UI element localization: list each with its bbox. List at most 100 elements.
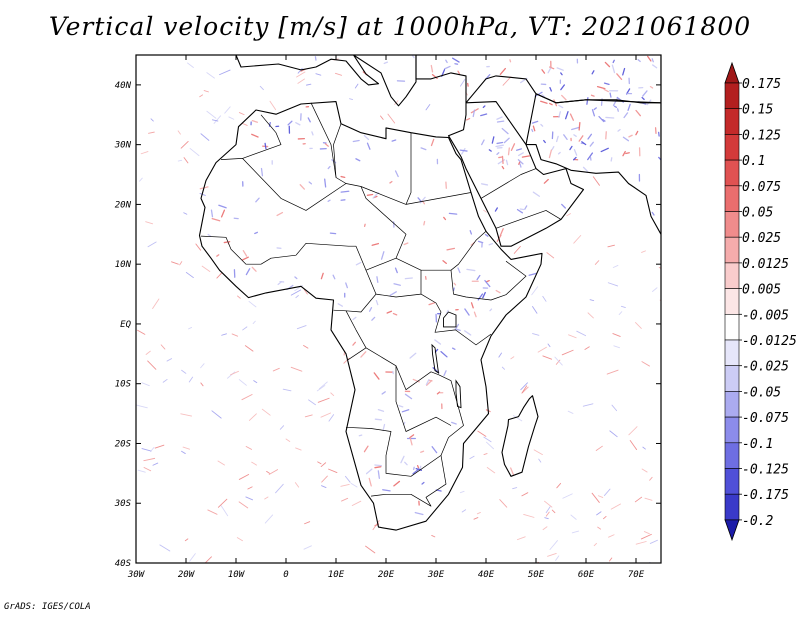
velocity-streak (486, 467, 496, 474)
velocity-streak (360, 351, 367, 358)
velocity-streak (578, 135, 584, 142)
velocity-streak (609, 557, 613, 562)
velocity-streak (261, 408, 271, 416)
velocity-streak (635, 130, 639, 136)
velocity-streak (446, 309, 449, 314)
colorbar-swatch (724, 468, 740, 495)
velocity-streak (593, 542, 597, 547)
velocity-streak (589, 141, 594, 147)
velocity-streak (303, 545, 312, 550)
velocity-streak (181, 369, 187, 374)
velocity-streak (375, 299, 379, 306)
velocity-streak (489, 308, 493, 312)
velocity-streak (160, 344, 166, 350)
velocity-streak (564, 111, 569, 120)
velocity-streak (644, 497, 653, 501)
velocity-streak (555, 359, 561, 365)
velocity-streak (542, 355, 553, 360)
velocity-streak (598, 115, 605, 123)
colorbar-label: 0.05 (742, 206, 773, 221)
velocity-streak (236, 537, 243, 542)
velocity-streak (651, 211, 655, 216)
colorbar-label: -0.175 (742, 488, 789, 503)
velocity-streak (430, 64, 434, 73)
velocity-streak (371, 316, 376, 321)
velocity-streak (566, 213, 571, 217)
velocity-streak (513, 246, 521, 254)
velocity-streak (573, 148, 578, 156)
velocity-streak (392, 312, 398, 316)
velocity-streak (421, 481, 425, 485)
velocity-streak (571, 126, 580, 131)
velocity-streak (308, 181, 312, 185)
velocity-streak (426, 379, 433, 386)
velocity-streak (591, 70, 595, 75)
velocity-streak (499, 499, 508, 508)
velocity-streak (368, 307, 373, 312)
velocity-streak (649, 539, 658, 544)
velocity-streak (452, 287, 455, 292)
colorbar-swatch (724, 82, 740, 110)
velocity-streak (143, 457, 156, 462)
velocity-streak (206, 72, 215, 79)
lake-outline (431, 343, 440, 374)
coastlines-and-borders (198, 55, 661, 531)
velocity-streak (445, 59, 448, 64)
velocity-streak (512, 415, 523, 422)
velocity-streak (563, 134, 568, 141)
velocity-streak (641, 468, 648, 473)
velocity-streak (200, 382, 204, 387)
velocity-streak (519, 208, 525, 211)
colorbar-label: -0.005 (742, 308, 789, 323)
velocity-streak (483, 436, 492, 443)
coastline (415, 55, 661, 104)
velocity-streak (294, 276, 298, 280)
velocity-streak (279, 425, 285, 430)
velocity-streak (255, 197, 260, 203)
velocity-streak (457, 70, 461, 75)
velocity-streak (451, 421, 457, 425)
colorbar-label: 0.125 (742, 128, 781, 143)
velocity-streak (299, 184, 305, 190)
velocity-streak (403, 421, 406, 425)
velocity-streak (498, 352, 502, 358)
velocity-streak (486, 441, 494, 450)
velocity-streak (607, 244, 615, 248)
velocity-streak (150, 118, 154, 122)
velocity-streak (440, 351, 448, 358)
velocity-streak (459, 149, 468, 152)
velocity-streak (496, 116, 503, 120)
velocity-streak (549, 86, 552, 92)
velocity-streak (541, 69, 546, 74)
velocity-streak (216, 272, 222, 279)
velocity-streak (381, 391, 386, 395)
colorbar-extend-top (724, 61, 740, 84)
map-frame (135, 54, 662, 564)
coastline (447, 101, 585, 247)
velocity-streak (562, 493, 573, 499)
velocity-streak (443, 370, 447, 377)
lon-tick-label: 10W (228, 570, 246, 580)
velocity-streak (152, 462, 159, 466)
velocity-streak (318, 381, 328, 390)
velocity-streak (180, 413, 193, 417)
velocity-streak (481, 139, 485, 146)
velocity-streak (241, 394, 253, 401)
velocity-streak (141, 382, 150, 387)
velocity-streak (658, 267, 661, 269)
velocity-streak (188, 326, 193, 330)
velocity-streak (503, 137, 510, 144)
velocity-streak (154, 444, 165, 449)
velocity-streak (393, 480, 401, 487)
velocity-streak (567, 410, 574, 414)
velocity-streak (625, 152, 630, 155)
colorbar: 0.175 0.15 0.125 0.1 0.075 0.05 0.025 0.0125 0.0… (724, 61, 797, 542)
velocity-streak (461, 147, 466, 155)
velocity-streak (652, 287, 658, 292)
velocity-streak (245, 268, 251, 276)
velocity-streak (207, 233, 212, 237)
velocity-streak (416, 464, 420, 469)
colorbar-label: -0.2 (742, 514, 773, 529)
velocity-streak (147, 360, 157, 370)
velocity-streak (179, 261, 183, 266)
